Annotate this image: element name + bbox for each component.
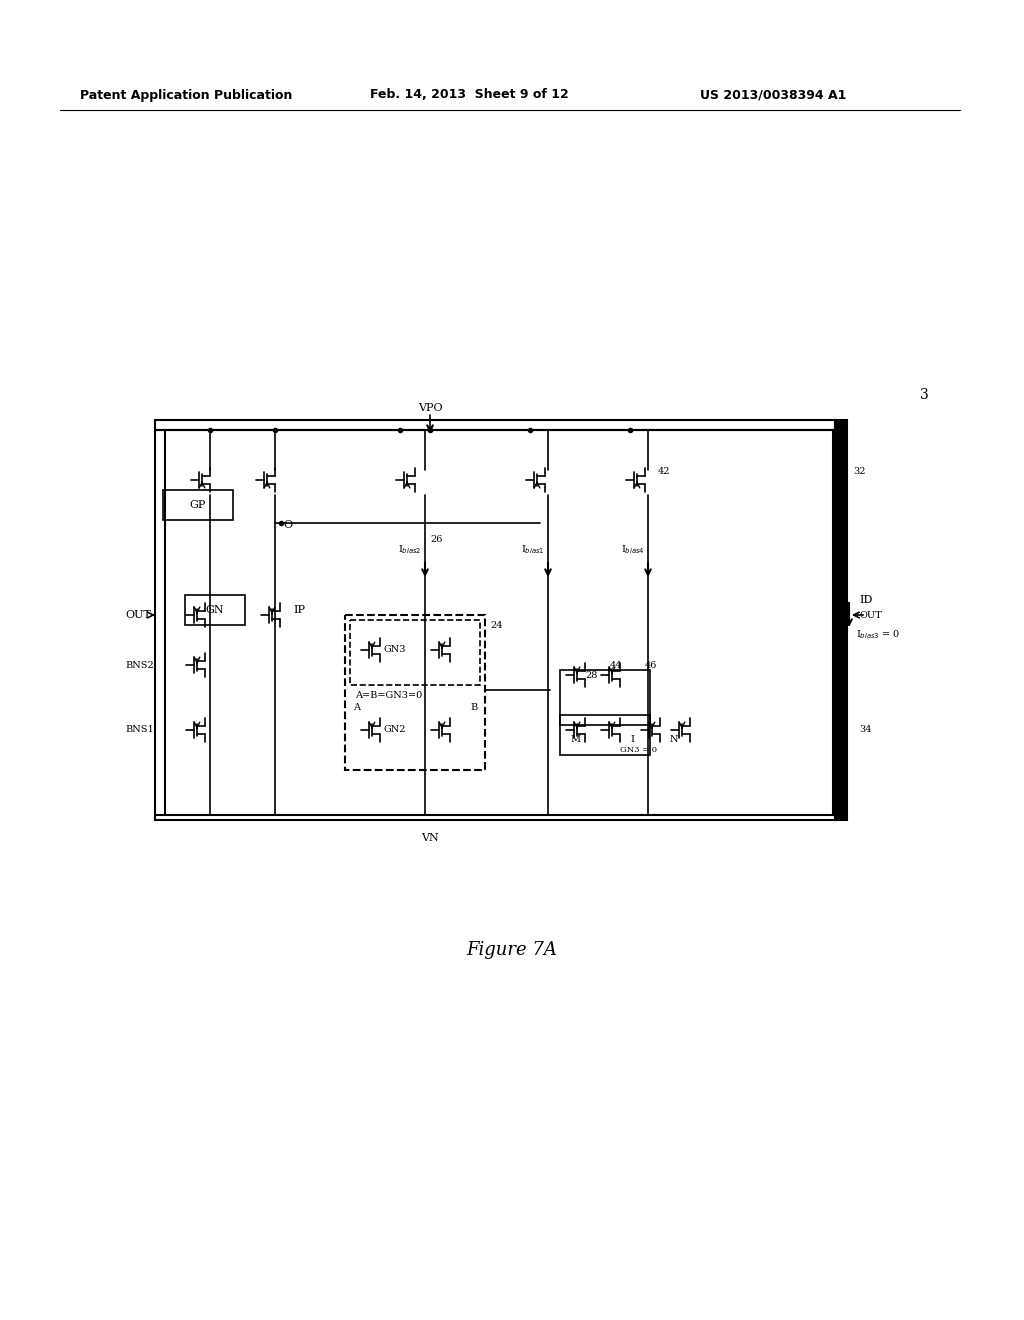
Text: 32: 32	[853, 467, 865, 477]
Text: 26: 26	[430, 536, 442, 544]
Bar	[835, 420, 847, 820]
Bar	[350, 620, 480, 685]
Text: I$_{bias2}$: I$_{bias2}$	[398, 544, 422, 557]
Text: I$_{bias1}$: I$_{bias1}$	[521, 544, 545, 557]
Text: OUT: OUT	[859, 610, 882, 619]
Text: 3: 3	[920, 388, 929, 403]
Text: BNS1: BNS1	[125, 726, 154, 734]
Text: GP: GP	[189, 500, 206, 510]
Text: GN3 = 0: GN3 = 0	[620, 746, 657, 754]
Bar	[185, 595, 245, 624]
Text: I: I	[630, 735, 634, 744]
Text: 46: 46	[645, 660, 657, 669]
Text: 44: 44	[610, 660, 623, 669]
Text: A: A	[353, 702, 360, 711]
Text: 34: 34	[859, 726, 871, 734]
Bar	[560, 671, 650, 725]
Text: GN3: GN3	[383, 645, 406, 655]
Text: 42: 42	[658, 467, 671, 477]
Text: 24: 24	[490, 620, 503, 630]
Bar	[560, 715, 650, 755]
Text: ID: ID	[859, 595, 872, 605]
Bar	[345, 615, 485, 770]
Text: GN: GN	[206, 605, 224, 615]
Bar	[155, 420, 835, 820]
Text: 28: 28	[585, 671, 597, 680]
Text: Figure 7A: Figure 7A	[467, 941, 557, 960]
Text: B: B	[470, 702, 477, 711]
Text: VPO: VPO	[418, 403, 442, 413]
Bar	[163, 490, 233, 520]
Text: US 2013/0038394 A1: US 2013/0038394 A1	[700, 88, 847, 102]
Text: A=B=GN3=0: A=B=GN3=0	[355, 690, 422, 700]
Text: I$_{bias4}$: I$_{bias4}$	[621, 544, 645, 557]
Text: Feb. 14, 2013  Sheet 9 of 12: Feb. 14, 2013 Sheet 9 of 12	[370, 88, 568, 102]
Text: OUT: OUT	[125, 610, 151, 620]
Text: M: M	[570, 735, 581, 744]
Text: IP: IP	[293, 605, 305, 615]
Text: I$_{bias3}$ = 0: I$_{bias3}$ = 0	[856, 628, 900, 642]
Text: BNS2: BNS2	[125, 660, 154, 669]
Text: O: O	[283, 520, 292, 531]
Text: GN2: GN2	[383, 726, 406, 734]
Text: Patent Application Publication: Patent Application Publication	[80, 88, 293, 102]
Text: N: N	[670, 735, 679, 744]
Text: VN: VN	[421, 833, 439, 843]
